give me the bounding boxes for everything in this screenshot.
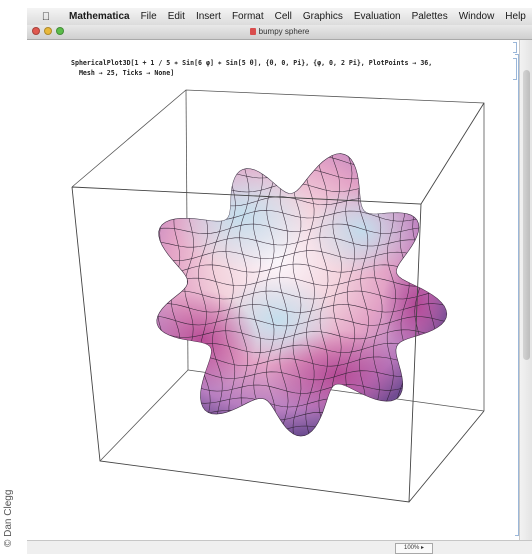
input-line-2: Mesh → 25, Ticks → None] [71, 69, 175, 77]
menu-edit[interactable]: Edit [167, 11, 185, 22]
window-title-text: bumpy sphere [258, 27, 310, 36]
menu-file[interactable]: File [140, 11, 157, 22]
menu-format[interactable]: Format [231, 11, 264, 22]
cell-bracket-top[interactable] [513, 42, 517, 53]
bounding-box-front [71, 102, 485, 503]
cell-bracket-group[interactable] [515, 54, 519, 536]
plot-output[interactable] [27, 40, 519, 540]
app-menu[interactable]: Mathematica [69, 11, 130, 22]
menu-palettes[interactable]: Palettes [411, 11, 448, 22]
window-title-bar[interactable]: bumpy sphere [27, 25, 532, 40]
status-bar: 100% ▸ [27, 540, 532, 554]
cell-bracket-input[interactable] [513, 58, 517, 80]
menu-window[interactable]: Window [458, 11, 495, 22]
minimize-window-button[interactable] [44, 27, 52, 35]
menu-insert[interactable]: Insert [195, 11, 221, 22]
vertical-scrollbar[interactable] [519, 40, 532, 540]
zoom-window-button[interactable] [56, 27, 64, 35]
notebook-area[interactable]: SphericalPlot3D[1 + 1 / 5 ∗ Sin[6 φ] ∗ S… [27, 40, 519, 540]
photo-credit: © Dan Clegg [3, 489, 14, 547]
menu-cell[interactable]: Cell [274, 11, 292, 22]
document-icon [249, 28, 256, 35]
bumpy-sphere-surface [156, 153, 448, 437]
close-window-button[interactable] [32, 27, 40, 35]
scrollbar-thumb[interactable] [523, 70, 530, 360]
menu-bar:  Mathematica File Edit Insert Format Ce… [27, 8, 532, 26]
window-title: bumpy sphere [27, 27, 532, 36]
zoom-selector[interactable]: 100% ▸ [395, 543, 433, 554]
input-cell[interactable]: SphericalPlot3D[1 + 1 / 5 ∗ Sin[6 φ] ∗ S… [71, 58, 491, 78]
apple-menu-icon[interactable]:  [37, 11, 55, 23]
menu-evaluation[interactable]: Evaluation [353, 11, 401, 22]
input-line-1: SphericalPlot3D[1 + 1 / 5 ∗ Sin[6 φ] ∗ S… [71, 59, 433, 67]
menu-help[interactable]: Help [505, 11, 526, 22]
traffic-lights [32, 27, 64, 35]
menu-graphics[interactable]: Graphics [302, 11, 343, 22]
